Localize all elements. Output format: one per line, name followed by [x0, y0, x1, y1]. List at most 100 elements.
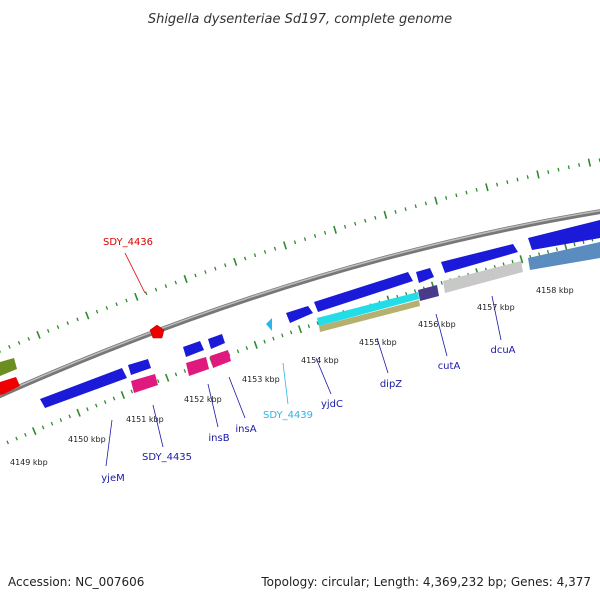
tick-label: 4153 kbp [242, 375, 280, 384]
major-tick-mark [76, 408, 81, 417]
gene-SDY_4436-feature[interactable] [149, 324, 165, 339]
minor-tick-mark [475, 187, 478, 192]
major-tick-mark [164, 373, 170, 382]
minor-tick-mark [546, 249, 550, 254]
tick-label: 4155 kbp [359, 338, 397, 347]
misc-feature[interactable] [319, 300, 420, 332]
minor-tick-mark [103, 400, 107, 404]
cds-feature[interactable] [416, 268, 434, 283]
minor-tick-mark [59, 418, 63, 422]
tick-label: 4154 kbp [301, 356, 339, 365]
reverse-strand-features [0, 334, 231, 408]
minor-tick-mark [495, 182, 499, 187]
major-tick-mark [485, 183, 489, 192]
minor-tick-mark [263, 339, 266, 344]
minor-tick-mark [27, 336, 31, 341]
tick-label: 4157 kbp [477, 303, 515, 312]
forward-strand-features [149, 220, 600, 339]
minor-tick-mark [183, 369, 187, 373]
minor-tick-mark [174, 280, 178, 285]
minor-tick-mark [263, 249, 267, 254]
minor-tick-mark [245, 346, 249, 351]
cds-feature[interactable] [208, 334, 225, 349]
major-tick-mark [333, 225, 337, 234]
minor-tick-mark [289, 330, 293, 335]
gene-label-dipZ[interactable]: dipZ [380, 379, 402, 390]
major-tick-mark [383, 210, 388, 219]
minor-tick-mark [68, 414, 71, 419]
steel-feature[interactable] [528, 242, 600, 270]
minor-tick-mark [465, 190, 468, 195]
minor-tick-mark [174, 372, 178, 377]
minor-tick-mark [144, 291, 148, 296]
dark-feature[interactable] [418, 285, 439, 301]
minor-tick-mark [557, 167, 560, 172]
minor-tick-mark [578, 163, 581, 167]
minor-tick-mark [86, 407, 89, 412]
minor-tick-mark [8, 344, 11, 349]
major-tick-mark [36, 330, 41, 339]
genome-summary-text: Topology: circular; Length: 4,369,232 bp… [260, 575, 591, 589]
cds-feature[interactable] [286, 306, 313, 323]
major-tick-mark [31, 427, 37, 436]
minor-tick-mark [547, 170, 550, 174]
major-tick-mark [233, 257, 238, 266]
major-tick-mark [536, 170, 540, 179]
cds-feature[interactable] [183, 341, 204, 357]
minor-tick-mark [506, 180, 509, 184]
gene-label-SDY_4439[interactable]: SDY_4439 [263, 410, 313, 421]
minor-tick-mark [46, 329, 50, 333]
cds-feature[interactable] [40, 368, 127, 408]
minor-tick-mark [313, 234, 317, 238]
red-feature[interactable] [0, 377, 20, 395]
tick-label: 4158 kbp [536, 286, 574, 295]
minor-tick-mark [354, 221, 357, 226]
gene-label-insA[interactable]: insA [235, 424, 256, 435]
cds-feature[interactable] [128, 359, 151, 375]
minor-tick-mark [243, 256, 247, 261]
cds-feature[interactable] [528, 220, 600, 250]
major-tick-mark [85, 311, 90, 320]
minor-tick-mark [194, 273, 197, 278]
major-tick-mark [297, 325, 303, 334]
gene-label-dcuA[interactable]: dcuA [490, 345, 515, 356]
minor-tick-mark [413, 289, 417, 294]
minor-tick-mark [440, 281, 443, 285]
minor-tick-mark [236, 349, 240, 354]
minor-tick-mark [164, 284, 168, 289]
minor-tick-mark [404, 207, 407, 211]
gene-leader-lines [105, 252, 502, 467]
olive-feature[interactable] [0, 358, 17, 376]
minor-tick-mark [364, 218, 367, 223]
minor-tick-mark [573, 242, 576, 247]
minor-tick-mark [50, 421, 54, 426]
minor-tick-mark [516, 177, 519, 182]
pseudo-feature[interactable] [186, 357, 209, 376]
minor-tick-mark [253, 253, 257, 258]
major-tick-mark [183, 274, 188, 284]
major-tick-mark [120, 391, 126, 399]
minor-tick-mark [204, 270, 207, 274]
minor-tick-mark [94, 403, 98, 408]
gene-labels: SDY_4436 yjeM SDY_4435 insB insA SDY_443… [101, 237, 515, 484]
gene-label-SDY_4436[interactable]: SDY_4436 [103, 237, 153, 248]
gene-SDY_4439-feature[interactable] [266, 318, 272, 331]
pseudo-feature[interactable] [210, 350, 231, 368]
gene-label-yjeM[interactable]: yjeM [101, 473, 124, 484]
cds-feature[interactable] [441, 244, 518, 273]
minor-tick-mark [95, 309, 99, 314]
trna-feature[interactable] [317, 292, 419, 326]
minor-tick-mark [272, 336, 275, 341]
gene-label-cutA[interactable]: cutA [438, 361, 461, 372]
minor-tick-mark [555, 247, 558, 252]
gene-label-yjdC[interactable]: yjdC [321, 399, 343, 410]
grey-feature[interactable] [443, 261, 523, 293]
minor-tick-mark [316, 321, 319, 326]
gene-label-insB[interactable]: insB [208, 433, 229, 444]
minor-tick-mark [156, 379, 160, 384]
minor-tick-mark [511, 259, 514, 264]
pseudo-feature[interactable] [131, 374, 158, 393]
gene-label-SDY_4435[interactable]: SDY_4435 [142, 452, 192, 463]
cds-feature[interactable] [314, 272, 413, 312]
